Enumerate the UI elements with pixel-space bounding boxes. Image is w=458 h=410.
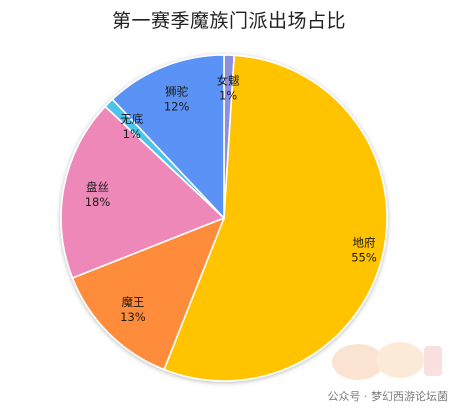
slice-label-name-1: 地府 bbox=[352, 235, 375, 249]
slice-label-name-0: 女魃 bbox=[217, 74, 240, 88]
watermark-text: 公众号 · 梦幻西游论坛菌 bbox=[327, 390, 449, 403]
slice-label-value-2: 13% bbox=[120, 310, 146, 324]
slice-label-name-3: 盘丝 bbox=[86, 180, 109, 194]
pie-slice-1 bbox=[162, 54, 388, 382]
pie-slice-3 bbox=[60, 105, 226, 280]
pie-slice-5 bbox=[111, 54, 225, 221]
slice-label-name-2: 魔王 bbox=[121, 295, 144, 309]
slice-label-value-5: 12% bbox=[164, 99, 190, 113]
watermark-logo bbox=[332, 342, 442, 380]
pie-slice-2 bbox=[71, 216, 226, 371]
slice-label-value-3: 18% bbox=[85, 195, 111, 209]
slice-label-value-4: 1% bbox=[123, 127, 141, 141]
slice-label-value-1: 55% bbox=[351, 250, 377, 264]
pie-slices bbox=[60, 54, 388, 382]
slice-label-name-4: 无底 bbox=[120, 112, 143, 126]
slice-label-value-0: 1% bbox=[219, 89, 237, 103]
slice-label-name-5: 狮驼 bbox=[165, 84, 188, 98]
chart-title: 第一赛季魔族门派出场占比 bbox=[111, 10, 346, 32]
